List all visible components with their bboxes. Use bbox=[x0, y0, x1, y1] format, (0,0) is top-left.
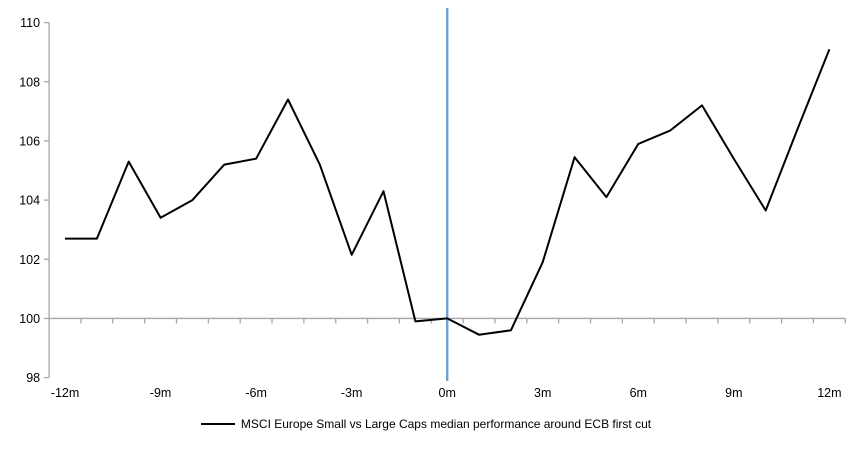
x-axis-tick-label: -12m bbox=[51, 386, 79, 400]
x-axis-tick-label: -3m bbox=[341, 386, 363, 400]
legend-label: MSCI Europe Small vs Large Caps median p… bbox=[240, 417, 652, 431]
y-axis-tick-label: 100 bbox=[19, 312, 40, 326]
x-axis-tick-label: 12m bbox=[817, 386, 841, 400]
y-axis-tick-label: 98 bbox=[26, 371, 40, 385]
legend-line-swatch bbox=[200, 423, 235, 425]
x-axis-tick-label: 6m bbox=[630, 386, 647, 400]
x-axis-tick-label: 9m bbox=[725, 386, 742, 400]
x-axis-tick-label: -9m bbox=[150, 386, 172, 400]
x-axis-tick-label: 3m bbox=[534, 386, 551, 400]
legend: MSCI Europe Small vs Large Caps median p… bbox=[0, 417, 852, 431]
y-axis-tick-label: 106 bbox=[19, 134, 40, 148]
y-axis-tick-label: 108 bbox=[19, 75, 40, 89]
x-axis-tick-label: 0m bbox=[439, 386, 456, 400]
series-line bbox=[65, 48, 831, 336]
y-axis-tick-label: 110 bbox=[20, 16, 40, 30]
x-axis-tick-label: -6m bbox=[245, 386, 267, 400]
y-axis-tick-label: 104 bbox=[19, 194, 40, 208]
y-axis-tick-label: 102 bbox=[19, 253, 40, 267]
